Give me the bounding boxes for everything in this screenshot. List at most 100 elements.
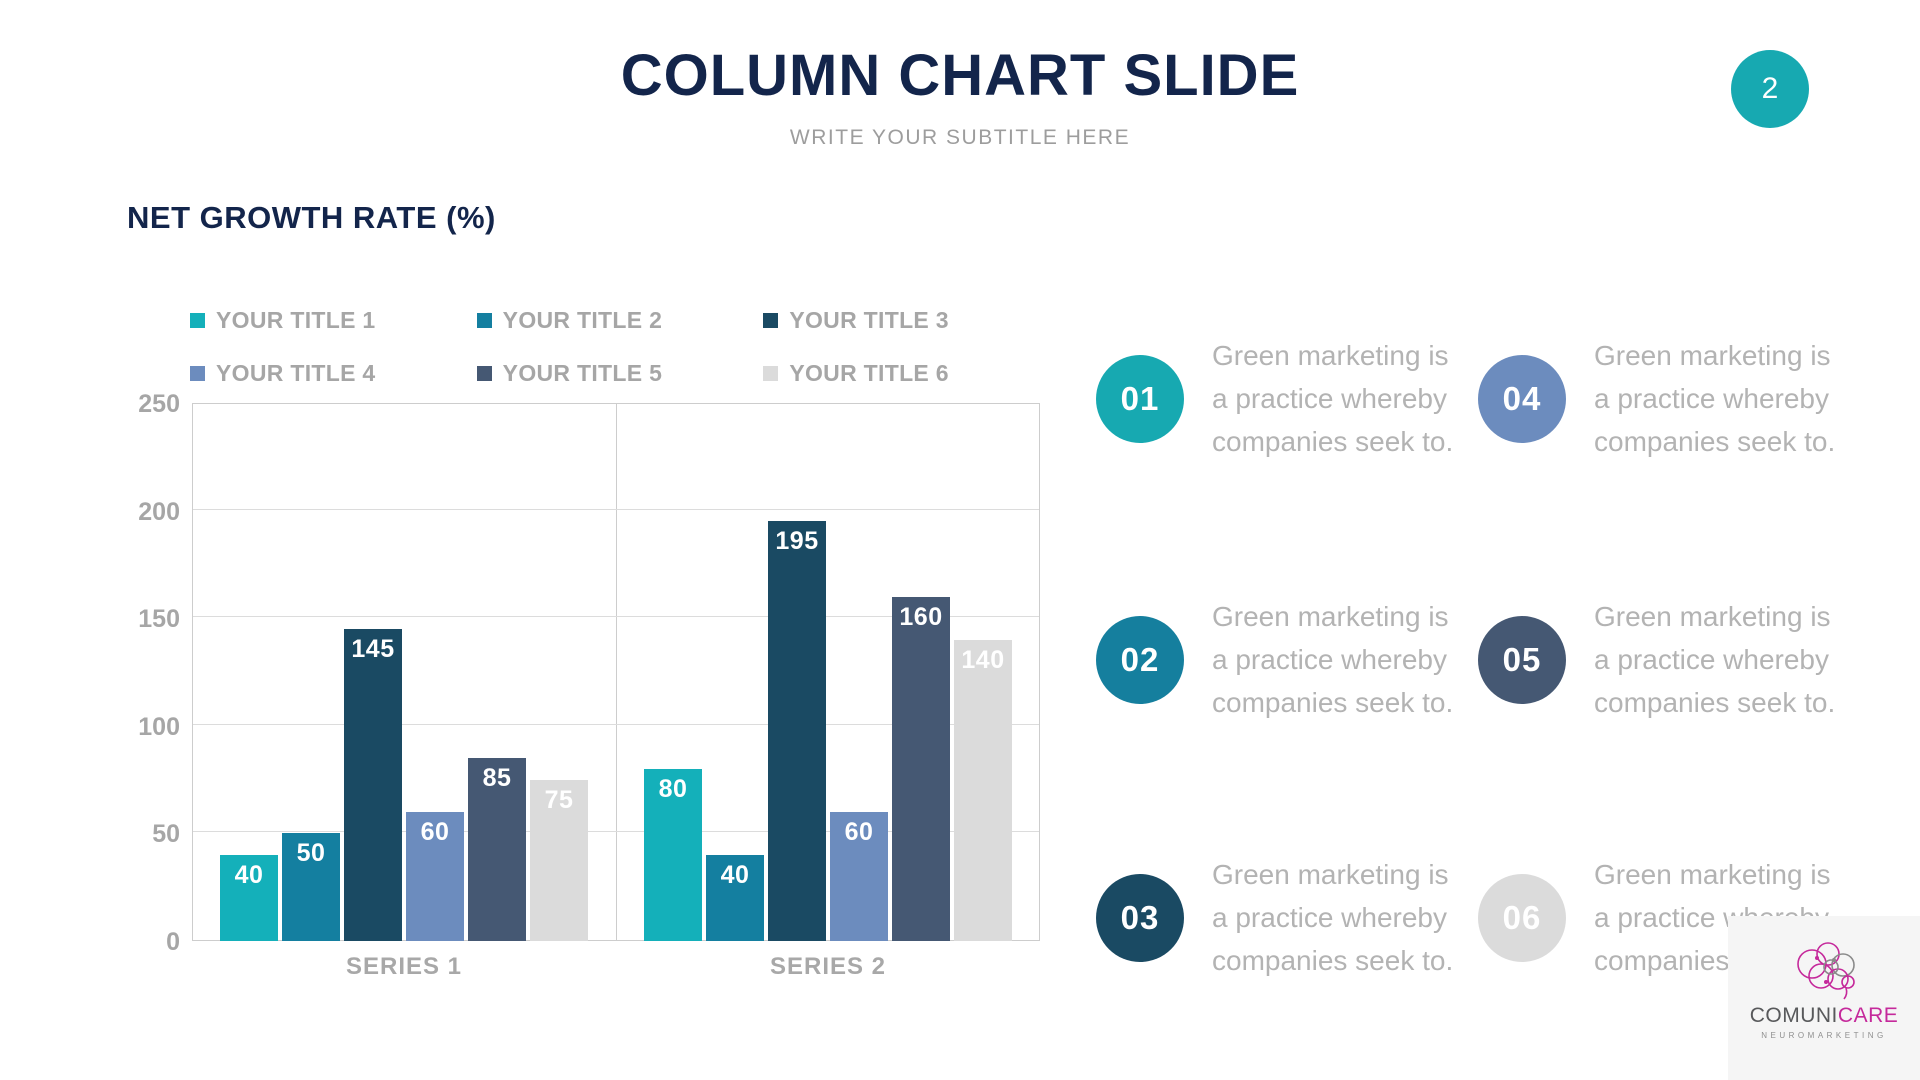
legend-label: YOUR TITLE 6 — [789, 360, 949, 386]
bar-value-label: 160 — [899, 603, 943, 631]
bar-series-2-title-5: 160 — [892, 597, 950, 941]
callout-text-line: Green marketing is — [1594, 340, 1831, 371]
slide-subtitle: WRITE YOUR SUBTITLE HERE — [789, 126, 1131, 149]
callout-text: Green marketing is a practice whereby comp… — [1212, 595, 1453, 724]
callout-number-circle: 02 — [1096, 615, 1184, 704]
y-axis-tick-label: 150 — [138, 605, 180, 634]
logo-box: COMUNICARE NEUROMARKETING — [1728, 916, 1920, 1080]
brand-tagline: NEUROMARKETING — [1761, 1031, 1887, 1040]
callout-number-circle: 06 — [1478, 873, 1566, 962]
bar-value-label: 40 — [720, 861, 750, 889]
callout-item-03: 03 Green marketing is a practice whereby co… — [1096, 853, 1453, 982]
legend-label: YOUR TITLE 2 — [502, 307, 663, 333]
bar-series-2-title-4: 60 — [830, 812, 888, 941]
legend-item: YOUR TITLE 5 — [476, 360, 764, 387]
callout-text-line: Green marketing is — [1212, 340, 1449, 371]
bar-series-1-title-6: 75 — [530, 780, 588, 941]
bar-value-label: 195 — [775, 527, 819, 555]
bar-series-1-title-2: 50 — [282, 833, 340, 941]
legend-row-1: YOUR TITLE 1 YOUR TITLE 2 YOUR TITLE 3 — [190, 294, 1050, 347]
callout-text-line: companies seek to. — [1212, 426, 1454, 457]
chart-plot-area — [192, 403, 1040, 941]
slide-title: COLUMN CHART SLIDE — [620, 43, 1300, 108]
callout-text: Green marketing is a practice whereby comp… — [1594, 334, 1835, 463]
callout-item-01: 01 Green marketing is a practice whereby co… — [1096, 334, 1453, 463]
bar-series-1-title-3: 145 — [344, 629, 402, 941]
y-axis-tick-label: 100 — [138, 712, 180, 741]
legend-swatch-icon — [190, 366, 205, 381]
y-axis-tick-label: 250 — [138, 390, 180, 418]
callout-text-line: a practice whereby — [1212, 644, 1448, 675]
callout-text: Green marketing is a practice whereby comp… — [1212, 853, 1453, 982]
callout-item-05: 05 Green marketing is a practice whereby co… — [1478, 595, 1835, 724]
callout-number-circle: 01 — [1096, 354, 1184, 443]
brand-name: COMUNICARE — [1750, 1004, 1899, 1028]
legend-label: YOUR TITLE 5 — [502, 360, 663, 386]
callout-text-line: a practice whereby — [1594, 383, 1830, 414]
legend-swatch-icon — [763, 313, 779, 328]
bar-series-2-title-1: 80 — [644, 769, 702, 941]
y-axis-tick-label: 200 — [138, 497, 180, 526]
legend-label: YOUR TITLE 4 — [216, 360, 376, 386]
callout-item-02: 02 Green marketing is a practice whereby co… — [1096, 595, 1453, 724]
legend-swatch-icon — [763, 366, 779, 381]
bar-group-series-2: 80 40 195 60 160 140 — [616, 521, 1040, 941]
chart-title: NET GROWTH RATE (%) — [127, 200, 496, 235]
bar-value-label: 40 — [234, 861, 264, 889]
gridline — [193, 616, 1039, 618]
callout-text-line: a practice whereby — [1212, 902, 1448, 933]
bar-value-label: 60 — [844, 818, 874, 846]
callout-text-line: companies seek to. — [1212, 687, 1454, 718]
legend-item: YOUR TITLE 6 — [763, 360, 1050, 387]
gridline — [193, 508, 1039, 510]
bar-value-label: 80 — [658, 775, 688, 803]
callout-text-line: a practice whereby — [1594, 644, 1830, 675]
callout-text-line: Green marketing is — [1212, 601, 1449, 632]
gridline — [193, 723, 1039, 725]
callout-text-line: companies seek to. — [1594, 426, 1836, 457]
callout-number-circle: 04 — [1478, 354, 1566, 443]
bar-series-2-title-6: 140 — [954, 640, 1012, 941]
callout-text-line: Green marketing is — [1594, 601, 1831, 632]
bar-value-label: 85 — [482, 764, 512, 792]
bar-value-label: 75 — [544, 786, 574, 814]
bar-value-label: 140 — [961, 646, 1005, 674]
callout-item-04: 04 Green marketing is a practice whereby co… — [1478, 334, 1835, 463]
legend-label: YOUR TITLE 3 — [789, 307, 949, 333]
legend-swatch-icon — [476, 366, 492, 381]
bar-series-1-title-5: 85 — [468, 758, 526, 941]
page-number: 2 — [1761, 72, 1779, 105]
bar-series-2-title-3: 195 — [768, 521, 826, 941]
callout-text-line: Green marketing is — [1212, 859, 1449, 890]
bar-series-1-title-4: 60 — [406, 812, 464, 941]
bar-group-series-1: 40 50 145 60 85 75 — [192, 629, 616, 941]
callout-text-line: companies seek to. — [1594, 687, 1836, 718]
chart-legend: YOUR TITLE 1 YOUR TITLE 2 YOUR TITLE 3 YOU… — [190, 294, 1050, 400]
callout-text: Green marketing is a practice whereby comp… — [1594, 595, 1835, 724]
bar-value-label: 145 — [351, 635, 395, 663]
y-axis-tick-label: 0 — [166, 928, 180, 956]
callout-number-circle: 05 — [1478, 615, 1566, 704]
brand-part-2: CARE — [1837, 1004, 1899, 1027]
bar-series-2-title-2: 40 — [706, 855, 764, 941]
bar-series-1-title-1: 40 — [220, 855, 278, 941]
gridline — [193, 831, 1039, 833]
brain-logo-icon — [1797, 942, 1855, 1000]
y-axis-tick-label: 50 — [152, 820, 180, 849]
legend-swatch-icon — [476, 313, 492, 328]
callout-text-line: Green marketing is — [1594, 859, 1831, 890]
legend-row-2: YOUR TITLE 4 YOUR TITLE 5 YOUR TITLE 6 — [190, 347, 1050, 400]
callout-text: Green marketing is a practice whereby comp… — [1212, 334, 1453, 463]
legend-item: YOUR TITLE 2 — [476, 307, 764, 334]
legend-item: YOUR TITLE 3 — [763, 307, 1050, 334]
page-number-badge: 2 — [1731, 50, 1809, 128]
callout-number-circle: 03 — [1096, 873, 1184, 962]
x-axis-label-series-2: SERIES 2 — [769, 953, 887, 980]
legend-label: YOUR TITLE 1 — [216, 307, 376, 333]
bar-value-label: 60 — [420, 818, 450, 846]
legend-item: YOUR TITLE 4 — [190, 360, 477, 387]
legend-item: YOUR TITLE 1 — [190, 307, 477, 334]
brand-part-1: COMUNI — [1749, 1004, 1838, 1027]
x-axis-label-series-1: SERIES 1 — [345, 953, 463, 980]
